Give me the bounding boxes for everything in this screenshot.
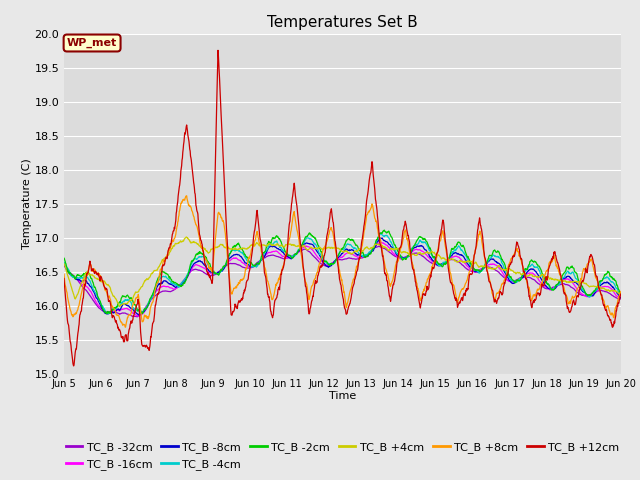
TC_B -16cm bbox=[184, 273, 192, 278]
TC_B -2cm bbox=[60, 255, 68, 261]
TC_B +12cm bbox=[60, 276, 68, 281]
TC_B -32cm bbox=[184, 272, 192, 277]
TC_B -16cm bbox=[377, 240, 385, 245]
TC_B -16cm bbox=[502, 276, 510, 281]
TC_B -32cm bbox=[171, 287, 179, 292]
TC_B -8cm bbox=[552, 286, 559, 291]
Text: WP_met: WP_met bbox=[67, 38, 117, 48]
Legend: TC_B -32cm, TC_B -16cm, TC_B -8cm, TC_B -4cm, TC_B -2cm, TC_B +4cm, TC_B +8cm, T: TC_B -32cm, TC_B -16cm, TC_B -8cm, TC_B … bbox=[61, 438, 624, 474]
TC_B -4cm bbox=[137, 311, 145, 317]
Y-axis label: Temperature (C): Temperature (C) bbox=[22, 158, 31, 250]
TC_B +12cm bbox=[247, 258, 255, 264]
Line: TC_B -2cm: TC_B -2cm bbox=[64, 230, 621, 314]
TC_B -4cm bbox=[246, 263, 254, 268]
TC_B +8cm bbox=[429, 260, 437, 266]
TC_B -8cm bbox=[376, 235, 384, 241]
TC_B -8cm bbox=[184, 272, 192, 278]
TC_B +4cm bbox=[171, 242, 179, 248]
TC_B +4cm bbox=[116, 303, 124, 309]
Line: TC_B +12cm: TC_B +12cm bbox=[64, 50, 621, 366]
TC_B +12cm bbox=[617, 291, 625, 297]
TC_B -4cm bbox=[60, 259, 68, 265]
TC_B -32cm bbox=[552, 284, 559, 289]
X-axis label: Time: Time bbox=[329, 391, 356, 401]
TC_B -32cm bbox=[617, 296, 625, 302]
TC_B +8cm bbox=[122, 324, 129, 330]
TC_B -8cm bbox=[135, 312, 143, 318]
TC_B +8cm bbox=[171, 235, 179, 241]
Line: TC_B -16cm: TC_B -16cm bbox=[64, 242, 621, 316]
TC_B +8cm bbox=[552, 258, 559, 264]
TC_B -16cm bbox=[617, 295, 625, 300]
TC_B -2cm bbox=[617, 292, 625, 298]
TC_B -8cm bbox=[60, 260, 68, 266]
TC_B +12cm bbox=[214, 48, 222, 53]
TC_B -4cm bbox=[617, 292, 625, 298]
Title: Temperatures Set B: Temperatures Set B bbox=[267, 15, 418, 30]
TC_B -2cm bbox=[502, 266, 510, 272]
Line: TC_B -32cm: TC_B -32cm bbox=[64, 246, 621, 317]
TC_B -16cm bbox=[552, 284, 559, 290]
TC_B +12cm bbox=[171, 226, 179, 231]
TC_B +8cm bbox=[185, 203, 193, 208]
TC_B -32cm bbox=[134, 314, 141, 320]
TC_B -2cm bbox=[184, 271, 192, 277]
TC_B -4cm bbox=[184, 270, 192, 276]
Line: TC_B -8cm: TC_B -8cm bbox=[64, 238, 621, 315]
TC_B -2cm bbox=[171, 280, 179, 286]
TC_B -8cm bbox=[429, 258, 437, 264]
TC_B -2cm bbox=[246, 260, 254, 265]
TC_B -32cm bbox=[375, 243, 383, 249]
TC_B +8cm bbox=[617, 288, 625, 294]
TC_B -4cm bbox=[171, 281, 179, 287]
Line: TC_B -4cm: TC_B -4cm bbox=[64, 233, 621, 314]
TC_B +4cm bbox=[429, 250, 437, 256]
TC_B +8cm bbox=[60, 271, 68, 277]
TC_B +4cm bbox=[502, 267, 510, 273]
TC_B +8cm bbox=[247, 250, 255, 256]
TC_B +12cm bbox=[502, 274, 510, 280]
TC_B -16cm bbox=[135, 313, 143, 319]
Line: TC_B +4cm: TC_B +4cm bbox=[64, 237, 621, 306]
TC_B -32cm bbox=[246, 264, 254, 270]
TC_B +4cm bbox=[247, 242, 255, 248]
TC_B +4cm bbox=[182, 234, 190, 240]
TC_B -2cm bbox=[381, 227, 388, 233]
TC_B +4cm bbox=[552, 277, 559, 283]
TC_B +4cm bbox=[617, 290, 625, 296]
TC_B -16cm bbox=[60, 262, 68, 268]
Line: TC_B +8cm: TC_B +8cm bbox=[64, 196, 621, 327]
TC_B -32cm bbox=[60, 262, 68, 268]
TC_B -16cm bbox=[171, 286, 179, 292]
TC_B +12cm bbox=[429, 265, 437, 271]
TC_B -4cm bbox=[429, 255, 437, 261]
TC_B -4cm bbox=[552, 283, 559, 288]
TC_B -8cm bbox=[246, 264, 254, 269]
TC_B -8cm bbox=[171, 284, 179, 289]
TC_B +12cm bbox=[184, 134, 192, 140]
TC_B -4cm bbox=[502, 270, 510, 276]
TC_B +8cm bbox=[183, 193, 191, 199]
TC_B +4cm bbox=[185, 236, 193, 242]
TC_B -4cm bbox=[377, 230, 385, 236]
TC_B -16cm bbox=[246, 265, 254, 271]
TC_B +8cm bbox=[502, 272, 510, 278]
TC_B -16cm bbox=[429, 260, 437, 265]
TC_B -32cm bbox=[429, 261, 437, 266]
TC_B -2cm bbox=[429, 254, 437, 260]
TC_B +12cm bbox=[552, 252, 559, 258]
TC_B -2cm bbox=[138, 311, 146, 317]
TC_B +12cm bbox=[70, 363, 77, 369]
TC_B -32cm bbox=[502, 276, 510, 282]
TC_B -8cm bbox=[502, 273, 510, 278]
TC_B -2cm bbox=[552, 284, 559, 289]
TC_B -8cm bbox=[617, 295, 625, 300]
TC_B +4cm bbox=[60, 261, 68, 266]
